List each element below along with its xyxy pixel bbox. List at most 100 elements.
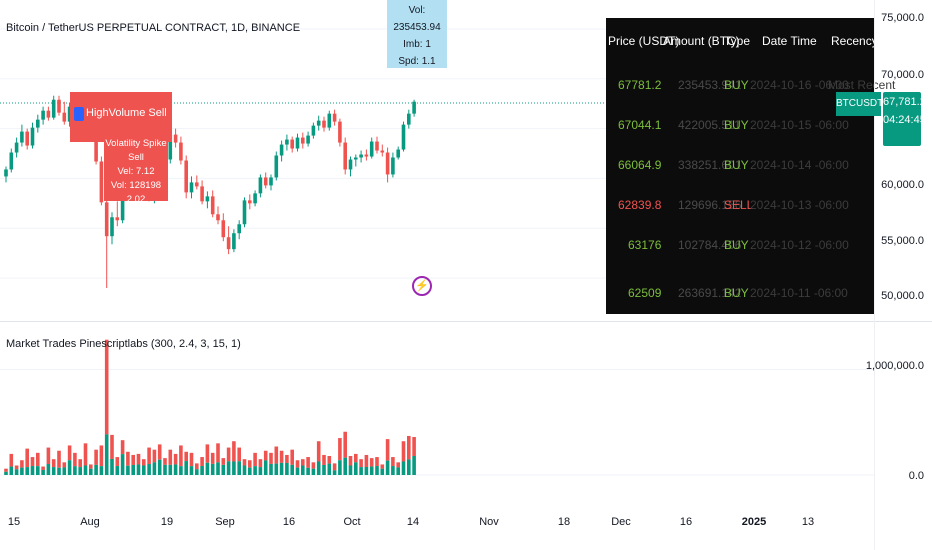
volume-bar-buy bbox=[9, 466, 14, 475]
table-header: Price (USDT) Amount (BTC) Type Date Time… bbox=[606, 18, 878, 66]
chart-title: Bitcoin / TetherUS PERPETUAL CONTRACT, 1… bbox=[6, 22, 301, 34]
volume-bar-buy bbox=[131, 464, 135, 475]
volume-bar-sell bbox=[295, 460, 300, 468]
row-amount: 129696.156 bbox=[678, 198, 742, 212]
candle-body bbox=[41, 110, 45, 120]
volume-bar-buy bbox=[184, 461, 188, 475]
volume-bar-sell bbox=[20, 460, 24, 468]
candle-body bbox=[258, 177, 263, 194]
pane-divider[interactable] bbox=[0, 321, 932, 322]
candle-body bbox=[168, 134, 173, 160]
volume-bar-sell bbox=[110, 434, 114, 459]
indicator-title: Market Trades Pinescriptlabs (300, 2.4, … bbox=[6, 338, 241, 350]
volume-bar-buy bbox=[62, 467, 67, 475]
volume-bar-sell bbox=[343, 431, 347, 458]
volume-bar-buy bbox=[14, 469, 19, 475]
volume-bar-buy bbox=[110, 458, 114, 475]
volume-bar-buy bbox=[274, 463, 279, 475]
row-type: BUY bbox=[724, 118, 749, 132]
volume-bar-buy bbox=[57, 467, 61, 475]
candle-body bbox=[407, 113, 411, 125]
candle-body bbox=[396, 149, 400, 158]
vol-box-vol: Vol: 235453.94 bbox=[393, 5, 441, 33]
volume-bar-sell bbox=[407, 435, 411, 460]
volume-bar-sell bbox=[263, 450, 268, 461]
volume-bar-sell bbox=[51, 459, 56, 468]
volatility-title: Volatility Spike Sell bbox=[105, 138, 167, 163]
volume-bar-buy bbox=[401, 461, 406, 475]
candle-body bbox=[242, 200, 247, 225]
volume-bar-sell bbox=[332, 463, 337, 471]
candle-body bbox=[401, 124, 406, 150]
volume-bar-buy bbox=[391, 466, 395, 475]
volume-bar-sell bbox=[369, 458, 374, 467]
time-tick: Oct bbox=[343, 516, 361, 528]
volume-bar-sell bbox=[147, 447, 151, 465]
volume-bar-buy bbox=[343, 457, 347, 475]
volume-bar-sell bbox=[136, 453, 141, 465]
volume-bar-sell bbox=[221, 458, 226, 465]
price-tick: 70,000.0 bbox=[881, 69, 924, 81]
row-date: 2024-10-11 -06:00 bbox=[750, 286, 848, 300]
volatility-vol: Vol: 128198 2.02 bbox=[110, 180, 162, 205]
volume-bar-buy bbox=[263, 460, 268, 475]
volume-bar-buy bbox=[316, 461, 321, 475]
bar-countdown: 04:24:45 bbox=[883, 114, 926, 126]
row-date: 2024-10-15 -06:00 bbox=[750, 118, 849, 132]
volume-bar-sell bbox=[274, 446, 279, 464]
market-trades-table: Price (USDT) Amount (BTC) Type Date Time… bbox=[606, 18, 895, 314]
row-date: 2024-10-13 -06:00 bbox=[750, 198, 849, 212]
volume-bar-buy bbox=[412, 456, 416, 475]
volume-bar-sell bbox=[253, 452, 257, 467]
volume-bar-buy bbox=[200, 466, 204, 475]
lightning-icon[interactable]: ⚡ bbox=[412, 276, 432, 296]
row-date: 2024-10-12 -06:00 bbox=[750, 238, 849, 252]
volume-bar-buy bbox=[396, 467, 400, 475]
volume-bar-sell bbox=[359, 459, 363, 468]
volume-bar-buy bbox=[242, 465, 247, 475]
candle-body bbox=[295, 137, 300, 149]
price-axis[interactable]: 75,000.0 70,000.0 60,000.0 55,000.0 50,0… bbox=[866, 0, 932, 550]
volume-bar-buy bbox=[120, 454, 125, 475]
candle-body bbox=[179, 142, 183, 161]
volume-bar-sell bbox=[184, 451, 188, 462]
time-axis[interactable]: 15 Aug 19 Sep 16 Oct 14 Nov 18 Dec 16 20… bbox=[0, 503, 874, 550]
candle-body bbox=[237, 224, 241, 234]
row-type: SELL bbox=[724, 198, 754, 212]
volume-bar-buy bbox=[20, 467, 24, 475]
volume-bar-buy bbox=[354, 462, 358, 475]
volume-bar-sell bbox=[269, 452, 273, 464]
time-tick: 18 bbox=[557, 516, 571, 528]
candle-body bbox=[269, 177, 273, 186]
table-row: 63176 102784.406 BUY 2024-10-12 -06:00 bbox=[606, 226, 874, 266]
volume-bar-sell bbox=[94, 449, 98, 465]
price-tick: 50,000.0 bbox=[881, 290, 924, 302]
volume-bar-sell bbox=[46, 447, 51, 465]
row-price: 63176 bbox=[628, 238, 662, 252]
volume-bar-buy bbox=[258, 467, 263, 475]
candle-body bbox=[311, 125, 316, 136]
symbol-tag: BTCUSDT.P bbox=[836, 92, 892, 116]
price-chart[interactable] bbox=[0, 0, 874, 316]
volume-bar-sell bbox=[73, 452, 77, 467]
table-row: 62509 263691.142 BUY 2024-10-11 -06:00 bbox=[606, 274, 874, 314]
volume-bar-sell bbox=[348, 456, 353, 466]
volume-bar-buy bbox=[285, 462, 289, 475]
volume-bar-buy bbox=[189, 466, 194, 475]
volume-bar-buy bbox=[348, 465, 353, 475]
volume-bar-buy bbox=[380, 468, 385, 475]
volume-bar-sell bbox=[36, 452, 40, 467]
volume-bar-buy bbox=[115, 466, 120, 475]
volume-bar-sell bbox=[375, 457, 379, 467]
volume-bar-buy bbox=[364, 466, 369, 475]
volume-indicator-pane[interactable] bbox=[0, 327, 874, 502]
volume-bar-buy bbox=[205, 462, 210, 475]
price-tick: 55,000.0 bbox=[881, 235, 924, 247]
row-date: 2024-10-16 -06:00 bbox=[750, 78, 849, 92]
volume-bar-sell bbox=[248, 460, 252, 468]
volume-bar-sell bbox=[99, 445, 104, 467]
volume-bar-sell bbox=[316, 441, 321, 462]
candle-body bbox=[173, 134, 178, 143]
volatility-spike-label: Volatility Spike Sell Vel: 7.12 Vol: 128… bbox=[104, 131, 168, 205]
volume-bar-sell bbox=[327, 456, 332, 464]
